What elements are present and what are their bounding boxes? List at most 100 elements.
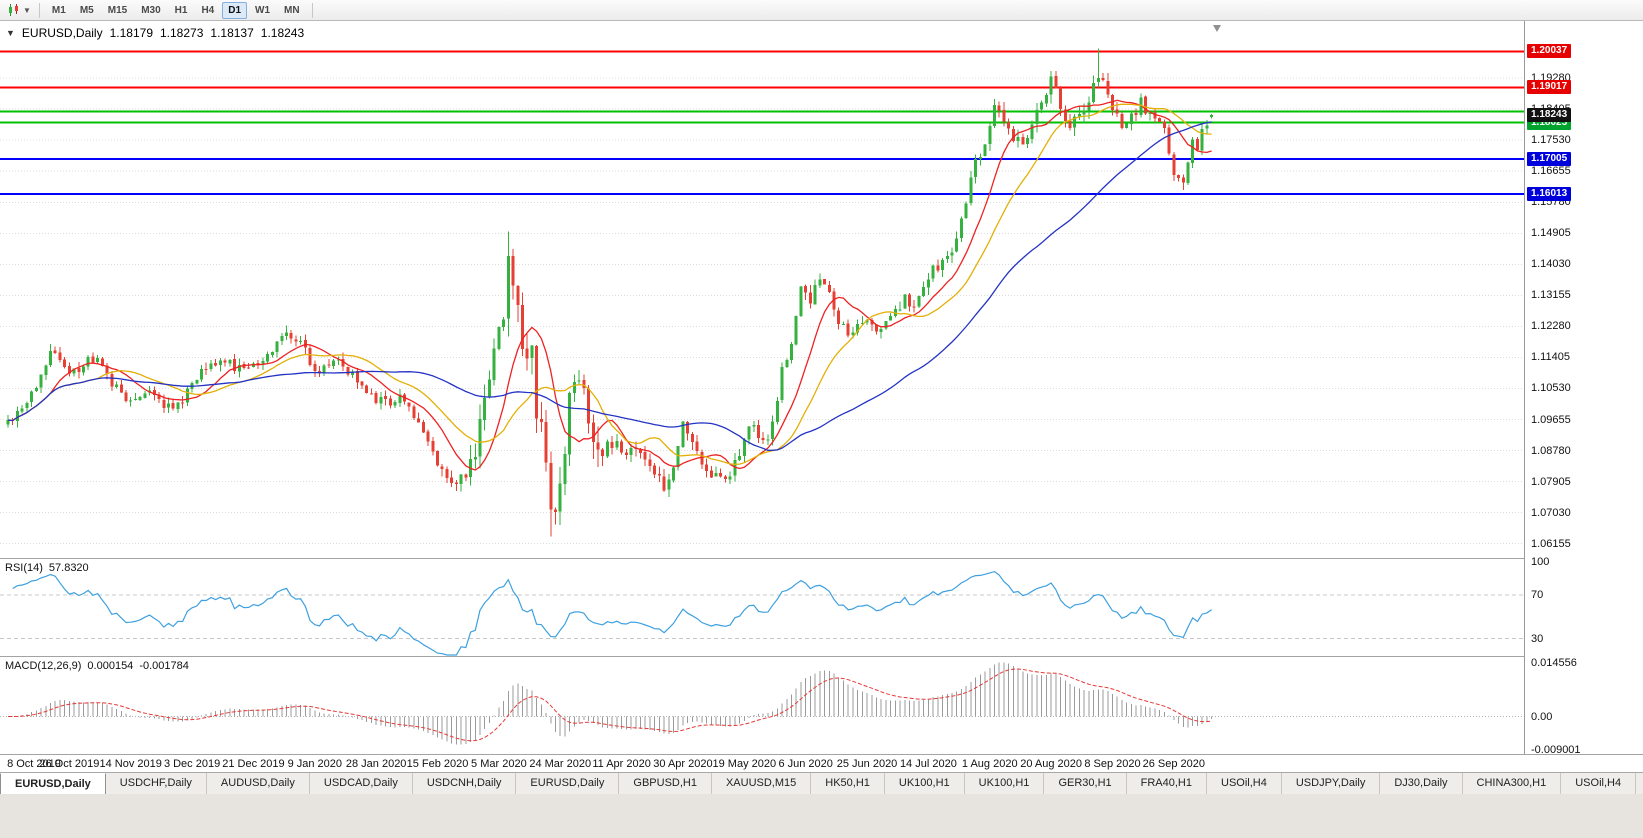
ma-20-line — [7, 103, 1212, 465]
price-tick: 1.13155 — [1531, 289, 1571, 302]
low-value: 1.18137 — [210, 26, 254, 40]
date-label: 25 Jun 2020 — [836, 758, 898, 770]
macd-signal-line — [8, 668, 1212, 742]
timeframe-h1[interactable]: H1 — [174, 4, 188, 16]
date-label: 8 Sep 2020 — [1084, 758, 1141, 770]
chart-type-button[interactable]: ▼ — [4, 2, 34, 18]
rsi-name: RSI(14) — [5, 562, 43, 574]
date-label: 15 Feb 2020 — [406, 758, 469, 770]
chart-tab-13-usoil-h4[interactable]: USOil,H4 — [1207, 773, 1282, 794]
date-label: 11 Apr 2020 — [592, 758, 651, 770]
timeframe-d1[interactable]: D1 — [222, 1, 248, 19]
chart-tab-16-china300-h1[interactable]: CHINA300,H1 — [1462, 773, 1562, 794]
price-tick: 1.07030 — [1531, 506, 1571, 519]
date-label: 8 Oct 2019 — [7, 758, 61, 770]
price-tick: 1.10530 — [1531, 382, 1571, 395]
panel-separator — [0, 754, 1643, 755]
chart-tab-2-audusd-daily[interactable]: AUDUSD,Daily — [206, 773, 310, 794]
timeframe-w1[interactable]: W1 — [255, 4, 271, 16]
date-label: 26 Sep 2020 — [1142, 758, 1206, 770]
chart-tab-15-dj30-daily[interactable]: DJ30,Daily — [1380, 773, 1463, 794]
price-level-badge: 1.16013 — [1527, 187, 1572, 201]
ma-50-line — [7, 121, 1212, 451]
chart-tab-17-usoil-h4[interactable]: USOil,H4 — [1561, 773, 1637, 794]
ma-10-line — [7, 99, 1212, 471]
top-toolbar: ▼ M1 M5 M15 M30 H1 H4 D1 W1 MN — [0, 0, 1643, 21]
chart-tab-1-usdchf-daily[interactable]: USDCHF,Daily — [105, 773, 207, 794]
price-level-badge: 1.19017 — [1527, 80, 1572, 95]
price-tick: 1.14905 — [1531, 227, 1571, 240]
date-label: 21 Dec 2019 — [222, 758, 285, 770]
timeframe-m30[interactable]: M30 — [141, 4, 161, 16]
price-tick: 1.14030 — [1531, 258, 1571, 271]
close-value: 1.18243 — [260, 26, 305, 40]
macd-scale-tick: 0.00 — [1531, 710, 1553, 723]
panel-separator[interactable] — [0, 656, 1643, 657]
panel-separator[interactable] — [0, 558, 1643, 559]
high-value: 1.18273 — [160, 26, 204, 40]
macd-indicator-label: MACD(12,26,9) 0.000154 -0.001784 — [5, 660, 189, 672]
candles-layer — [6, 48, 1214, 537]
date-label: 6 Jun 2020 — [778, 758, 833, 770]
chart-tab-4-usdcnh-daily[interactable]: USDCNH,Daily — [412, 773, 517, 794]
chart-ohlc-header: ▼ EURUSD,Daily 1.18179 1.18273 1.18137 1… — [6, 26, 304, 40]
rsi-scale-tick: 70 — [1531, 588, 1544, 601]
date-label: 9 Jan 2020 — [287, 758, 343, 770]
rsi-indicator-canvas[interactable] — [0, 559, 1524, 656]
date-label: 1 Aug 2020 — [961, 758, 1018, 770]
price-tick: 1.16655 — [1531, 165, 1571, 178]
chart-tab-7-xauusd-m15[interactable]: XAUUSD,M15 — [711, 773, 812, 794]
date-label: 5 Mar 2020 — [471, 758, 527, 770]
price-level-badge: 1.17005 — [1527, 151, 1572, 166]
price-scale[interactable]: 1.192801.184051.175301.166551.157801.149… — [1524, 21, 1643, 756]
rsi-value: 57.8320 — [48, 562, 89, 574]
chart-tabs-bar: EURUSD,Daily USDCHF,Daily AUDUSD,Daily USDC… — [0, 772, 1643, 794]
timeframe-m5[interactable]: M5 — [79, 4, 94, 16]
price-tick: 1.17530 — [1531, 134, 1571, 147]
rsi-line — [12, 570, 1212, 656]
timeframe-mn[interactable]: MN — [284, 4, 300, 16]
date-label: 24 Mar 2020 — [529, 758, 592, 770]
macd-scale-tick: -0.009001 — [1531, 743, 1581, 756]
macd-indicator-canvas[interactable] — [0, 657, 1524, 754]
macd-name: MACD(12,26,9) — [5, 660, 82, 672]
rsi-indicator-label: RSI(14) 57.8320 — [5, 562, 89, 574]
current-price-badge: 1.18243 — [1527, 107, 1572, 122]
chart-tab-11-ger30-h1[interactable]: GER30,H1 — [1044, 773, 1127, 794]
chart-tab-8-hk50-h1[interactable]: HK50,H1 — [811, 773, 885, 794]
candlestick-chart-icon — [9, 4, 18, 16]
date-label: 28 Jan 2020 — [345, 758, 407, 770]
chart-tab-5-eurusd-daily[interactable]: EURUSD,Daily — [516, 773, 620, 794]
symbol-dropdown-icon[interactable]: ▼ — [6, 28, 15, 38]
chart-tab-10-uk100-h1[interactable]: UK100,H1 — [964, 773, 1045, 794]
macd-main-value: 0.000154 — [87, 660, 134, 672]
chart-tab-0-eurusd-daily[interactable]: EURUSD,Daily — [0, 773, 106, 794]
date-label: 20 Aug 2020 — [1020, 758, 1082, 770]
chart-window: ▼ EURUSD,Daily 1.18179 1.18273 1.18137 1… — [0, 21, 1643, 772]
status-strip — [0, 794, 1643, 838]
timeframe-m15[interactable]: M15 — [107, 4, 128, 16]
chart-tab-9-uk100-h1[interactable]: UK100,H1 — [884, 773, 965, 794]
rsi-scale-tick: 30 — [1531, 632, 1544, 645]
price-tick: 1.09655 — [1531, 413, 1571, 426]
macd-histogram — [12, 662, 1213, 745]
date-label: 26 Oct 2019 — [39, 758, 100, 770]
chart-tab-12-fra40-h1[interactable]: FRA40,H1 — [1126, 773, 1207, 794]
time-scale[interactable]: 8 Oct 2019 26 Oct 2019 14 Nov 2019 3 Dec 20… — [0, 755, 1643, 772]
date-label: 19 May 2020 — [712, 758, 777, 770]
price-tick: 1.11405 — [1531, 351, 1570, 364]
rsi-scale-tick: 100 — [1531, 556, 1550, 569]
price-level-badge: 1.20037 — [1527, 44, 1572, 59]
chart-shift-marker[interactable] — [1212, 25, 1221, 32]
chevron-down-icon: ▼ — [23, 5, 31, 15]
timeframe-m1[interactable]: M1 — [51, 4, 66, 16]
chart-tab-3-usdcad-daily[interactable]: USDCAD,Daily — [309, 773, 413, 794]
price-tick: 1.12280 — [1531, 320, 1571, 333]
macd-signal-value: -0.001784 — [139, 660, 189, 672]
chart-tab-14-usdjpy-daily[interactable]: USDJPY,Daily — [1281, 773, 1381, 794]
chart-tab-6-gbpusd-h1[interactable]: GBPUSD,H1 — [619, 773, 712, 794]
price-chart-canvas[interactable] — [0, 21, 1524, 558]
timeframe-h4[interactable]: H4 — [201, 4, 215, 16]
symbol-label: EURUSD,Daily — [21, 26, 103, 40]
